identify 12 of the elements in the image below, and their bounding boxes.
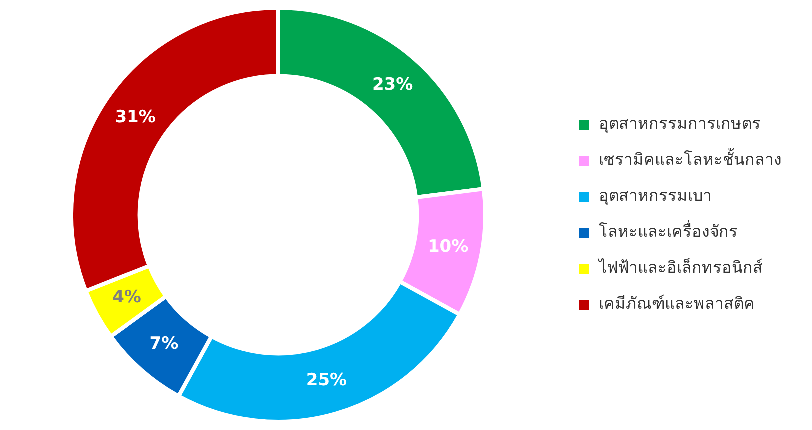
data-label: 10% (428, 236, 469, 257)
legend-label: โลหะและเครื่องจักร (599, 220, 738, 242)
data-label: 31% (115, 107, 156, 128)
legend-label: ไฟฟ้าและอิเล็กทรอนิกส์ (597, 257, 763, 278)
legend-label: เคมีภัณฑ์และพลาสติค (599, 294, 755, 314)
data-label: 4% (112, 288, 142, 308)
data-label: 23% (372, 74, 414, 95)
legend-label: เซรามิคและโลหะชั้นกลาง (599, 148, 782, 170)
legend-label: อุตสาหกรรมการเกษตร (599, 114, 761, 134)
data-label: 7% (150, 334, 179, 354)
data-label: 25% (306, 370, 348, 390)
legend-label: อุตสาหกรรมเบา (599, 186, 712, 206)
